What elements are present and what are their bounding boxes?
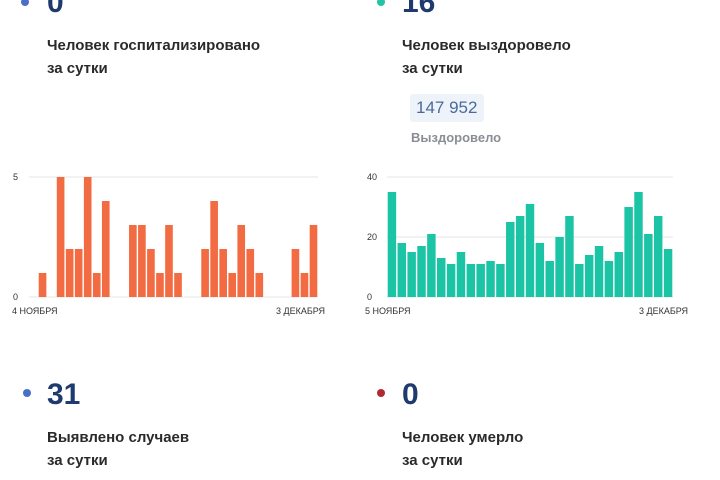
hospitalized-caption-line2: за сутки [47,60,108,77]
recovered-chart-y-tick-label: 0 [367,292,372,302]
recovered-total-label: Выздоровело [411,130,502,145]
hospitalized-chart-y-tick-label: 0 [13,292,18,302]
recovered-chart-bar [604,261,614,297]
hospitalized-dot [21,0,29,6]
deaths-dot [377,389,385,397]
hospitalized-chart-bar [101,201,110,297]
recovered-chart-bar [407,252,416,297]
recovered-chart-bar [427,234,436,297]
hospitalized-chart-x-end-label: 3 ДЕКАБРЯ [276,306,325,316]
hospitalized-bar-chart: 5 0 4 НОЯБРЯ 3 ДЕКАБРЯ [12,172,325,316]
hospitalized-chart-bar [228,273,237,297]
recovered-total-box: 147 952 [410,94,484,122]
recovered-chart-bar [466,264,476,297]
hospitalized-chart-bar [174,273,182,297]
recovered-chart-bar [624,207,633,297]
recovered-chart-bar [387,192,397,297]
recovered-chart-bar [653,216,663,297]
recovered-chart-bar [446,264,456,297]
recovered-total-value: 147 952 [416,98,478,117]
hospitalized-count: 0 [47,0,64,19]
cases-caption-line1: Выявлено случаев [47,429,190,446]
recovered-chart-bar [555,237,564,297]
recovered-chart-bar [456,252,466,297]
cases-dot [23,389,31,397]
recovered-caption-line2: за сутки [402,60,463,77]
hospitalized-chart-bar [255,273,264,297]
hospitalized-chart-bar [147,249,155,297]
hospitalized-chart-bar [309,225,318,297]
recovered-chart-bar [584,255,594,297]
recovered-chart-y-tick-label: 40 [367,172,377,182]
recovered-chart-bar [525,204,535,297]
deaths-caption-line2: за сутки [402,452,463,469]
hospitalized-chart-bar [165,225,173,297]
recovered-chart-bar [535,243,545,297]
hospitalized-chart-y-tick-label: 5 [13,172,18,182]
recovered-chart-y-tick-label: 20 [367,232,377,242]
recovered-caption-line1: Человек выздоровело [402,37,571,54]
recovered-chart-bar [486,261,495,297]
recovered-chart-bar [575,264,584,297]
recovered-chart-bar [506,222,515,297]
recovered-chart-bar [515,216,525,297]
recovered-chart-bar [594,246,604,297]
cases-caption-line2: за сутки [47,452,108,469]
recovered-chart-bar [545,261,554,297]
hospitalized-chart-bar [291,249,300,297]
hospitalized-chart-bar [156,273,164,297]
hospitalized-chart-bar [210,201,218,297]
hospitalized-chart-bar [74,249,83,297]
hospitalized-chart-bar [38,273,47,297]
recovered-chart-bar [634,192,643,297]
hospitalized-chart-bar [129,225,137,297]
hospitalized-chart-x-start-label: 4 НОЯБРЯ [12,306,58,316]
hospitalized-chart-bar [300,273,309,297]
recovered-chart-x-end-label: 3 ДЕКАБРЯ [639,306,688,316]
hospitalized-chart-bar [237,225,246,297]
recovered-chart-bar [496,264,505,297]
hospitalized-chart-bar [92,273,101,297]
cases-count: 31 [47,378,81,411]
recovered-chart-x-start-label: 5 НОЯБРЯ [365,306,411,316]
recovered-bar-chart: 40 20 0 5 НОЯБРЯ 3 ДЕКАБРЯ [365,172,688,316]
recovered-chart-bar [644,234,653,297]
recovered-chart-bar [437,258,446,297]
recovered-chart-bar [663,249,673,297]
hospitalized-chart-bar [138,225,146,297]
recovered-dot [377,0,385,6]
hospitalized-chart-bar [65,249,74,297]
deaths-caption-line1: Человек умерло [402,429,524,446]
hospitalized-chart-bar [56,177,65,297]
recovered-chart-bar [417,246,426,297]
hospitalized-chart-bar [83,177,92,297]
recovered-chart-bar [614,252,623,297]
recovered-chart-bar [476,264,485,297]
recovered-chart-bar [397,243,407,297]
hospitalized-chart-bar [246,249,255,297]
hospitalized-chart-bar [219,249,227,297]
recovered-count: 16 [402,0,436,19]
hospitalized-caption-line1: Человек госпитализировано [47,37,261,54]
deaths-count: 0 [402,378,419,411]
recovered-chart-bar [565,216,574,297]
hospitalized-chart-bar [201,249,209,297]
